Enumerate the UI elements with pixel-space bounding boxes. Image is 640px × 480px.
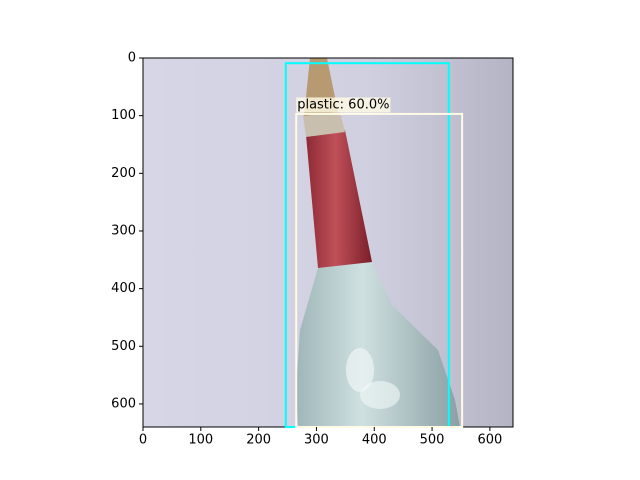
label-background [296, 97, 391, 113]
photo [143, 58, 513, 427]
y-tick-label: 400 [111, 281, 136, 296]
x-tick-label: 300 [304, 433, 329, 448]
y-tick-label: 0 [128, 51, 136, 66]
y-tick-label: 300 [111, 223, 136, 238]
x-tick-label: 600 [477, 433, 502, 448]
bounding-box [295, 112, 464, 428]
x-tick-label: 400 [362, 433, 387, 448]
x-tick-label: 100 [188, 433, 213, 448]
x-tick-label: 200 [246, 433, 271, 448]
y-tick-label: 500 [111, 339, 136, 354]
y-tick-label: 600 [111, 396, 136, 411]
box-label: plastic: 60.0% [297, 97, 389, 112]
y-tick-label: 100 [111, 108, 136, 123]
x-tick-label: 500 [420, 433, 445, 448]
y-tick-label: 200 [111, 166, 136, 181]
x-tick-label: 0 [139, 433, 147, 448]
